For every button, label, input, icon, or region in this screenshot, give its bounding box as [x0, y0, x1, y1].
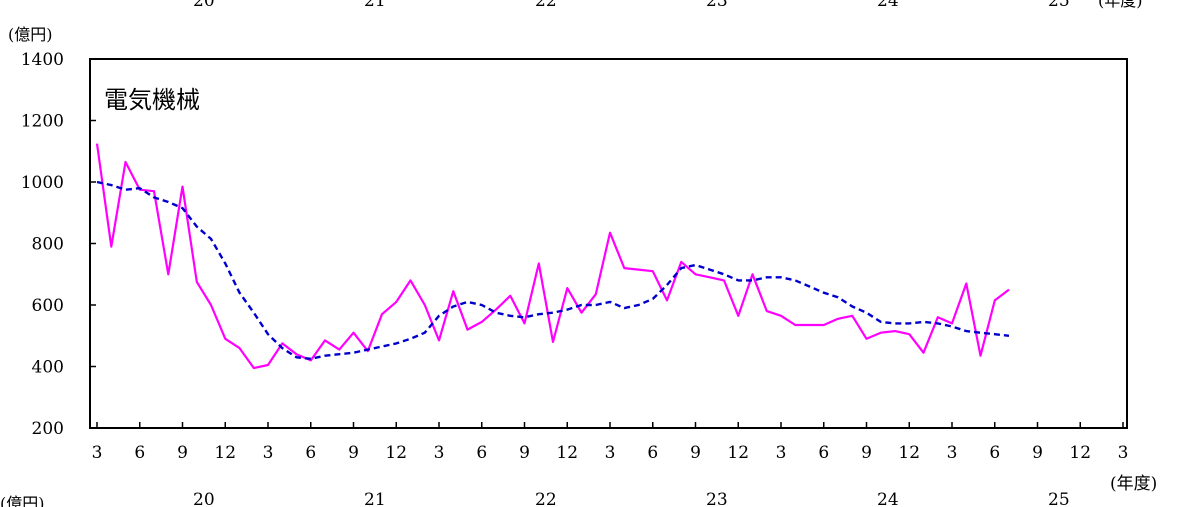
top-year-label: 21	[364, 0, 386, 11]
y-tick-label: 600	[32, 296, 64, 316]
x-tick-label: 12	[727, 443, 749, 463]
x-tick-label: 3	[92, 443, 103, 463]
fiscal-year-label: 25	[1048, 490, 1070, 507]
top-year-label: 23	[706, 0, 728, 11]
y-tick-label: 200	[32, 419, 64, 439]
fiscal-year-label: 22	[535, 490, 557, 507]
x-tick-label: 3	[605, 443, 616, 463]
x-tick-label: 12	[385, 443, 407, 463]
y-tick-label: 800	[32, 235, 64, 255]
bottom-ylabel: (億円)	[0, 494, 45, 507]
top-year-label: 25	[1048, 0, 1070, 11]
x-tick-label: 6	[818, 443, 829, 463]
x-tick-label: 9	[861, 443, 872, 463]
x-tick-label: 3	[434, 443, 445, 463]
y-tick-label: 1200	[21, 112, 64, 132]
top-year-labels: 20 21 22 23 24 25	[193, 0, 1070, 11]
top-xunit: (年度)	[1098, 0, 1143, 10]
top-year-label: 24	[877, 0, 899, 11]
x-tick-label: 9	[690, 443, 701, 463]
x-tick-label: 3	[263, 443, 274, 463]
x-axis: 3 6 9 12 3 6 9 12 3 6 9 12 3 6 9 12 3 6 9 12 3 6 9 12 3	[92, 422, 1129, 463]
fiscal-year-label: 21	[364, 490, 386, 507]
x-tick-label: 9	[519, 443, 530, 463]
x-tick-label: 9	[177, 443, 188, 463]
series-line-solid	[95, 143, 1010, 370]
x-tick-label: 6	[305, 443, 316, 463]
fiscal-year-label: 24	[877, 490, 899, 507]
fiscal-year-labels: 20 21 22 23 24 25	[193, 490, 1070, 507]
y-axis: 200 400 600 800 1000 1200 1400	[21, 50, 96, 439]
fiscal-year-label: 23	[706, 490, 728, 507]
y-tick-label: 1000	[21, 173, 64, 193]
x-tick-label: 9	[1032, 443, 1043, 463]
x-tick-label: 6	[134, 443, 145, 463]
top-year-label: 22	[535, 0, 557, 11]
series-line-dashed	[96, 180, 1010, 360]
x-tick-label: 3	[947, 443, 958, 463]
top-year-label: 20	[193, 0, 215, 11]
x-unit-label: (年度)	[1110, 474, 1157, 494]
x-tick-label: 6	[989, 443, 1000, 463]
y-tick-label: 1400	[21, 50, 64, 70]
x-tick-label: 12	[556, 443, 578, 463]
x-tick-label: 12	[898, 443, 920, 463]
y-tick-label: 400	[32, 358, 64, 378]
top-ylabel: (億円)	[8, 25, 53, 44]
x-tick-label: 12	[214, 443, 236, 463]
x-tick-label: 3	[1118, 443, 1129, 463]
fiscal-year-label: 20	[193, 490, 215, 507]
x-tick-label: 3	[776, 443, 787, 463]
x-tick-label: 9	[348, 443, 359, 463]
x-tick-label: 6	[476, 443, 487, 463]
x-tick-label: 12	[1069, 443, 1091, 463]
x-tick-label: 6	[647, 443, 658, 463]
chart-inner-title: 電気機械	[104, 86, 200, 114]
